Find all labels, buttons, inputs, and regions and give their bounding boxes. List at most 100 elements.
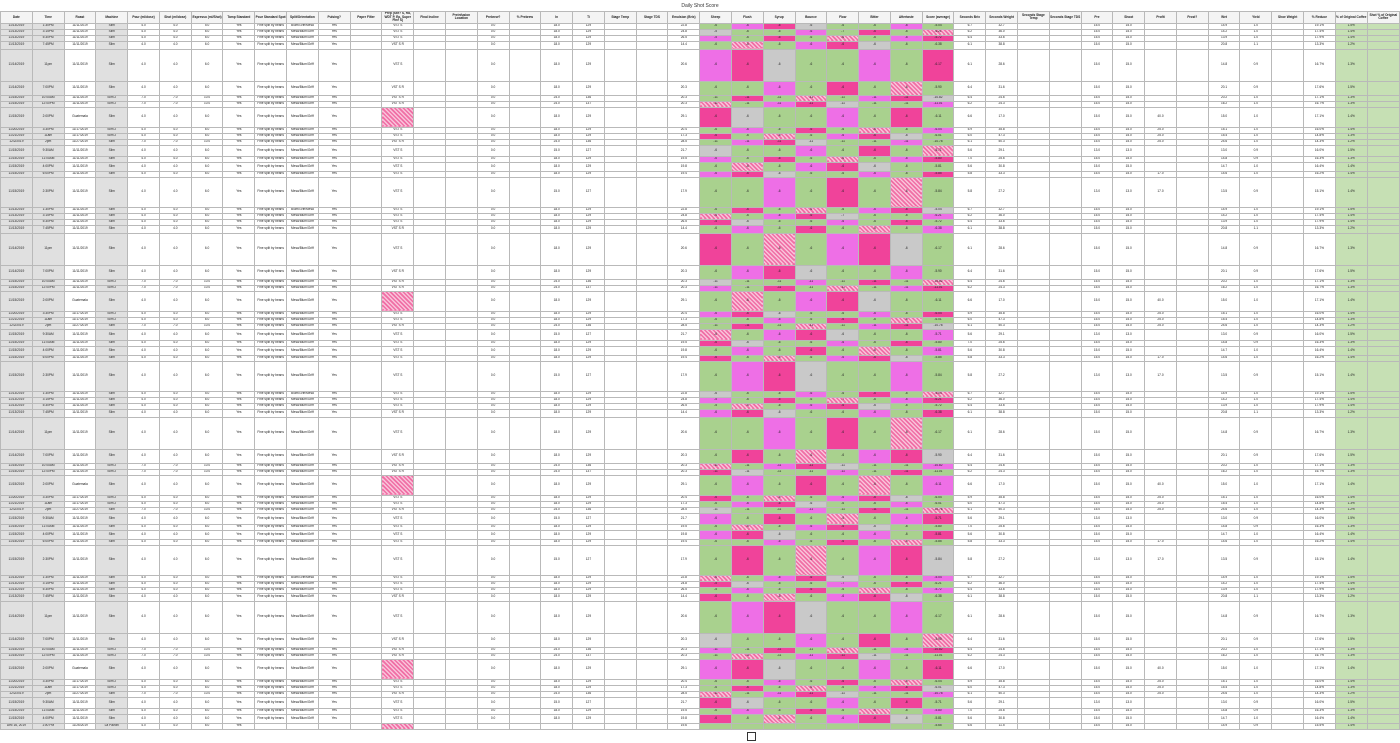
table-cell[interactable]: 4.0 [127, 474, 160, 496]
table-cell[interactable]: 18.0 [540, 632, 574, 648]
table-cell[interactable]: -6 [858, 328, 891, 341]
table-cell[interactable]: Guatemala [63, 106, 97, 128]
table-cell[interactable]: 129 [572, 474, 605, 496]
table-cell[interactable]: 29.1 [985, 696, 1018, 709]
table-cell[interactable]: -6 [699, 448, 732, 464]
table-cell[interactable]: VST S R [381, 632, 415, 648]
table-cell[interactable]: -6 [794, 512, 828, 525]
table-cell[interactable]: -6.11 [921, 658, 955, 680]
table-cell[interactable]: Slim [95, 161, 129, 172]
table-cell[interactable]: 18.0 [540, 448, 574, 464]
table-cell[interactable]: 15.0 [1207, 290, 1241, 312]
table-cell[interactable]: Fine split by beans [254, 448, 288, 464]
table-cell[interactable]: Yes [222, 144, 256, 157]
table-cell[interactable] [1175, 632, 1209, 648]
table-cell[interactable]: -6 [889, 658, 923, 680]
table-cell[interactable]: -6.17 [921, 48, 955, 82]
table-cell[interactable]: 0.9 [1239, 232, 1273, 266]
table-cell[interactable]: 0.9 [1239, 264, 1273, 280]
table-cell[interactable]: 13.5 [1207, 360, 1241, 392]
table-cell[interactable] [1271, 345, 1305, 356]
table-cell[interactable] [1017, 592, 1050, 602]
table-cell[interactable] [349, 360, 383, 392]
table-cell[interactable]: 38.8 [985, 592, 1018, 602]
table-cell[interactable]: 15.0 [1112, 600, 1146, 634]
table-cell[interactable] [1017, 713, 1050, 724]
table-cell[interactable]: 1:00 PM [31, 722, 65, 730]
table-cell[interactable]: 7:00PM [31, 264, 65, 280]
table-cell[interactable]: 5.6 [953, 144, 987, 157]
table-cell[interactable]: -6.38 [921, 408, 955, 418]
table-cell[interactable]: 13.0 [1112, 696, 1146, 709]
table-cell[interactable]: Yes [317, 345, 351, 356]
column-header[interactable]: Seconds Stage TDS [1048, 11, 1082, 24]
table-cell[interactable]: 6.1 [953, 416, 987, 450]
table-cell[interactable]: 1.5% [1334, 264, 1368, 280]
table-cell[interactable]: 0.9 [1239, 632, 1273, 648]
table-cell[interactable]: -6 [826, 328, 860, 341]
table-cell[interactable]: 1.1 [1239, 408, 1273, 418]
table-cell[interactable]: -5.90 [921, 80, 955, 96]
table-cell[interactable] [349, 592, 383, 602]
table-cell[interactable]: -6 [762, 592, 796, 602]
table-cell[interactable]: VST S [381, 544, 415, 576]
table-cell[interactable]: Mesa/Blum/Griff [286, 408, 319, 418]
table-cell[interactable]: 1.0 [1239, 529, 1273, 540]
table-cell[interactable] [603, 448, 637, 464]
table-cell[interactable]: 0.9 [1239, 722, 1273, 730]
table-cell[interactable] [1271, 448, 1305, 464]
table-cell[interactable]: -6.11 [921, 106, 955, 128]
table-cell[interactable]: 1.1 [1239, 40, 1273, 50]
table-cell[interactable] [1144, 713, 1177, 724]
table-cell[interactable] [603, 360, 637, 392]
table-cell[interactable]: -6 [699, 713, 732, 724]
table-cell[interactable]: 11/11/2019 [63, 713, 97, 724]
table-cell[interactable]: 11/15/2019 [0, 290, 33, 312]
table-cell[interactable]: 15.0 [540, 328, 574, 341]
table-cell[interactable] [286, 722, 319, 730]
table-cell[interactable] [381, 722, 415, 730]
table-cell[interactable]: 6.6 [953, 474, 987, 496]
table-cell[interactable]: 16.4% [1303, 529, 1336, 540]
table-cell[interactable]: -6 [794, 144, 828, 157]
table-cell[interactable]: 4.0 [158, 80, 192, 96]
table-cell[interactable]: La Pavoni [95, 722, 129, 730]
table-cell[interactable] [1048, 80, 1082, 96]
table-cell[interactable]: 16.7% [1303, 48, 1336, 82]
table-cell[interactable] [1366, 345, 1400, 356]
table-cell[interactable] [1048, 416, 1082, 450]
table-cell[interactable]: -6 [730, 416, 764, 450]
table-cell[interactable]: Slim [95, 40, 129, 50]
table-cell[interactable]: -6 [762, 232, 796, 266]
table-cell[interactable]: 0.0 [476, 474, 510, 496]
table-cell[interactable]: 11/11/2019 [63, 48, 97, 82]
table-cell[interactable]: 2:00PM [31, 290, 65, 312]
table-cell[interactable] [603, 529, 637, 540]
table-cell[interactable]: 1.4% [1334, 722, 1368, 730]
table-cell[interactable]: 18.0 [540, 161, 574, 172]
table-cell[interactable] [508, 448, 542, 464]
table-cell[interactable]: 0.9 [1239, 176, 1273, 208]
table-cell[interactable]: 4:00PM [31, 713, 65, 724]
table-cell[interactable]: -6 [826, 658, 860, 680]
table-cell[interactable] [508, 408, 542, 418]
table-cell[interactable]: Mesa/Blum/Griff [286, 600, 319, 634]
table-cell[interactable]: 129 [572, 592, 605, 602]
table-cell[interactable]: 4.0 [127, 40, 160, 50]
table-cell[interactable]: 16.0% [1303, 144, 1336, 157]
table-cell[interactable]: Mesa/Blum/Griff [286, 345, 319, 356]
table-cell[interactable]: Yes [222, 106, 256, 128]
table-cell[interactable]: Slim [95, 328, 129, 341]
table-cell[interactable]: 1.5% [1334, 696, 1368, 709]
table-cell[interactable]: Fine split by beans [254, 658, 288, 680]
table-cell[interactable]: -6 [762, 360, 796, 392]
table-cell[interactable]: Fine split by beans [254, 161, 288, 172]
table-cell[interactable]: 11/11/2019 [63, 408, 97, 418]
table-cell[interactable]: Yes [317, 658, 351, 680]
table-cell[interactable]: -6 [889, 48, 923, 82]
table-cell[interactable]: 0.0 [476, 632, 510, 648]
table-cell[interactable] [1048, 529, 1082, 540]
table-cell[interactable] [508, 176, 542, 208]
table-cell[interactable]: -6 [858, 40, 891, 50]
table-cell[interactable]: 4.0 [158, 592, 192, 602]
